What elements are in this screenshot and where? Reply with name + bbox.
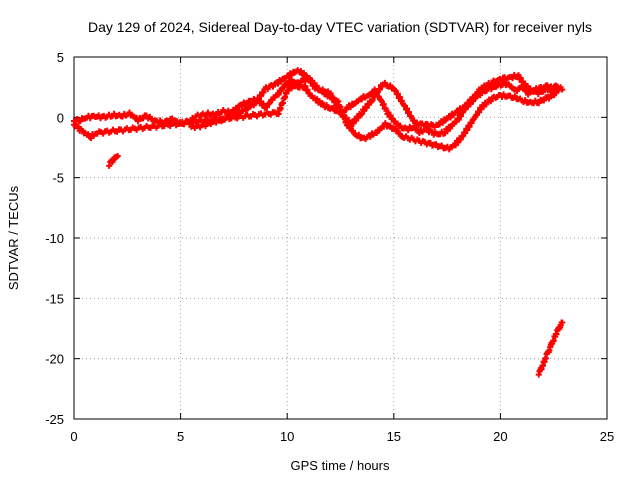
data-point	[114, 152, 121, 159]
data-point	[285, 73, 292, 80]
data-point	[358, 110, 365, 117]
y-tick-label: 5	[57, 50, 64, 65]
data-point	[387, 82, 394, 89]
data-point	[143, 112, 150, 119]
data-point	[291, 83, 298, 90]
data-point	[405, 127, 412, 134]
data-point	[369, 97, 376, 104]
data-point	[429, 128, 436, 135]
data-point	[226, 114, 233, 121]
data-point	[511, 93, 518, 100]
data-point	[439, 119, 446, 126]
data-point	[106, 162, 113, 169]
data-point	[319, 86, 326, 93]
data-point	[396, 93, 403, 100]
data-point	[488, 80, 495, 87]
data-point	[385, 109, 392, 116]
data-point	[258, 92, 265, 99]
data-point	[358, 96, 365, 103]
x-tick-label: 10	[280, 429, 294, 444]
data-point	[253, 99, 260, 106]
data-point	[288, 72, 295, 79]
data-point	[535, 91, 542, 98]
data-point	[462, 130, 469, 137]
data-point	[300, 70, 307, 77]
data-point	[313, 82, 320, 89]
data-point	[365, 101, 372, 108]
data-point	[361, 107, 368, 114]
data-point	[464, 127, 471, 134]
data-point	[559, 86, 566, 93]
axis-ticks: 0 5 10 15 20 25 5 0 -5 -10 -15 -20 -25	[45, 50, 614, 444]
data-point	[403, 105, 410, 112]
data-point	[457, 136, 464, 143]
y-tick-label: -25	[45, 412, 64, 427]
data-point	[546, 95, 553, 102]
data-point	[455, 109, 462, 116]
data-point	[387, 122, 394, 129]
data-point	[455, 116, 462, 123]
data-point	[355, 131, 362, 138]
y-tick-label: -5	[52, 171, 64, 186]
data-point	[394, 90, 401, 97]
x-tick-label: 25	[600, 429, 614, 444]
grid-lines	[74, 57, 607, 419]
data-point	[382, 120, 389, 127]
data-point	[416, 130, 423, 137]
data-point	[476, 109, 483, 116]
data-point	[275, 91, 282, 98]
data-point	[525, 91, 532, 98]
x-tick-label: 15	[387, 429, 401, 444]
y-tick-label: -10	[45, 231, 64, 246]
data-point	[457, 113, 464, 120]
data-point	[367, 133, 374, 140]
data-point	[509, 75, 516, 82]
data-point	[269, 83, 276, 90]
data-point	[140, 115, 147, 122]
y-tick-label: -20	[45, 352, 64, 367]
data-point	[517, 75, 524, 82]
data-point	[498, 77, 505, 84]
x-tick-label: 0	[70, 429, 77, 444]
data-point	[347, 104, 354, 111]
data-point	[487, 98, 494, 105]
data-point	[373, 130, 380, 137]
data-point	[387, 112, 394, 119]
data-point	[345, 117, 352, 124]
data-point	[406, 109, 413, 116]
data-point	[243, 107, 250, 114]
data-point	[488, 86, 495, 93]
data-point	[229, 112, 236, 119]
data-point	[304, 86, 311, 93]
data-point	[535, 100, 542, 107]
data-point	[134, 118, 141, 125]
chart-title: Day 129 of 2024, Sidereal Day-to-day VTE…	[88, 19, 592, 35]
data-point	[260, 89, 267, 96]
data-point	[297, 68, 304, 75]
data-point	[255, 96, 262, 103]
x-tick-label: 20	[493, 429, 507, 444]
x-axis-label: GPS time / hours	[291, 458, 390, 473]
data-point	[479, 86, 486, 93]
data-points	[71, 67, 566, 378]
data-point	[546, 86, 553, 93]
data-point	[202, 123, 209, 130]
data-point	[275, 80, 282, 87]
y-tick-label: 0	[57, 110, 64, 125]
data-point	[77, 118, 84, 125]
data-point	[552, 90, 559, 97]
data-point	[466, 123, 473, 130]
y-axis-label: SDTVAR / TECUs	[6, 185, 21, 290]
data-point	[169, 115, 176, 122]
data-point	[559, 319, 566, 326]
data-point	[363, 104, 370, 111]
data-point	[468, 97, 475, 104]
data-point	[540, 97, 547, 104]
data-point	[447, 114, 454, 121]
x-tick-label: 5	[177, 429, 184, 444]
data-point	[213, 112, 220, 119]
y-tick-label: -15	[45, 291, 64, 306]
